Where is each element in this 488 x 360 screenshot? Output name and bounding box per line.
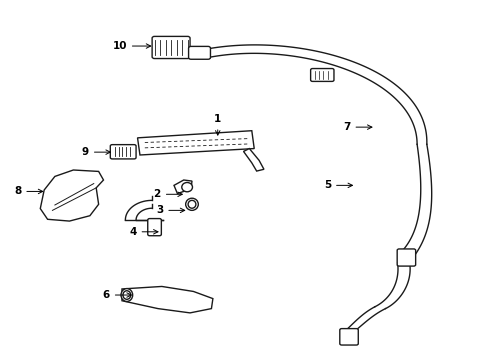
Text: 7: 7 [343, 122, 371, 132]
FancyBboxPatch shape [310, 68, 333, 81]
Ellipse shape [121, 289, 132, 301]
Ellipse shape [185, 198, 198, 210]
Text: 9: 9 [81, 147, 110, 157]
Text: 1: 1 [214, 114, 221, 135]
FancyBboxPatch shape [339, 329, 358, 345]
FancyBboxPatch shape [152, 36, 190, 59]
Ellipse shape [122, 291, 130, 299]
Polygon shape [40, 170, 103, 221]
Polygon shape [137, 131, 254, 155]
FancyBboxPatch shape [110, 145, 136, 159]
Text: 3: 3 [156, 205, 184, 215]
Ellipse shape [182, 183, 192, 192]
FancyBboxPatch shape [147, 219, 161, 236]
Polygon shape [243, 149, 264, 171]
Polygon shape [122, 287, 212, 313]
Text: 8: 8 [14, 186, 42, 197]
FancyBboxPatch shape [396, 249, 415, 266]
FancyBboxPatch shape [188, 46, 210, 59]
Text: 10: 10 [112, 41, 150, 51]
Text: 6: 6 [102, 290, 131, 300]
Text: 2: 2 [153, 189, 182, 199]
Polygon shape [174, 180, 192, 194]
Text: 5: 5 [323, 180, 352, 190]
Ellipse shape [188, 201, 196, 208]
Text: 4: 4 [129, 227, 158, 237]
